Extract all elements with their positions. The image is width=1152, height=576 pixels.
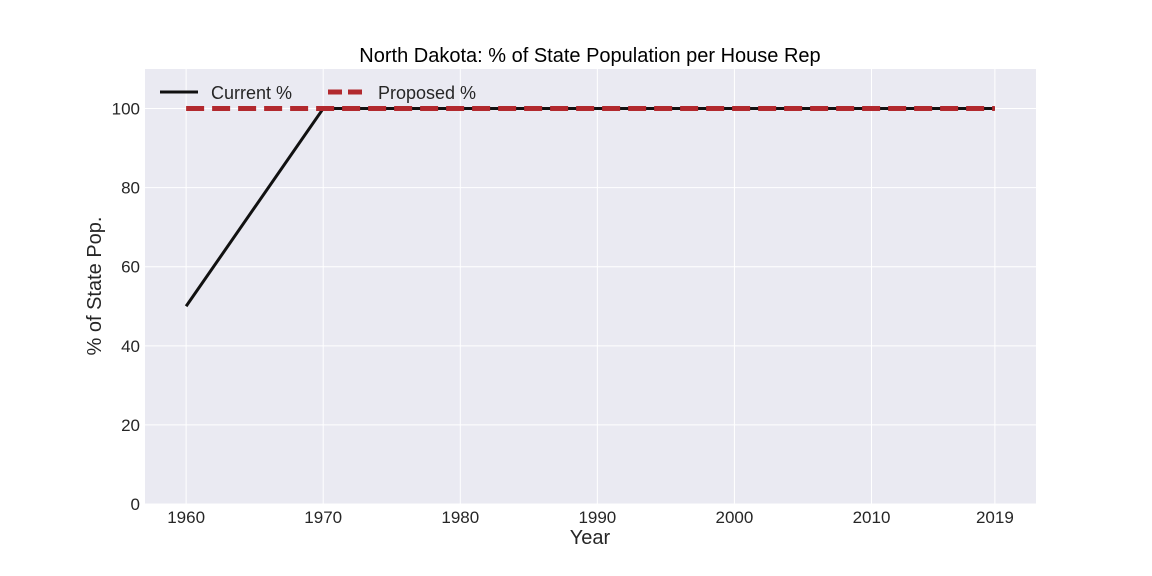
plot-area [145, 69, 1036, 504]
legend-label-proposed: Proposed % [378, 83, 476, 103]
y-tick-label: 60 [121, 258, 140, 277]
x-tick-label: 1960 [167, 508, 205, 527]
chart-title: North Dakota: % of State Population per … [359, 45, 820, 67]
y-tick-label: 80 [121, 179, 140, 198]
x-tick-label: 2000 [716, 508, 754, 527]
x-tick-label: 1970 [304, 508, 342, 527]
x-axis-label: Year [570, 527, 611, 549]
y-tick-label: 0 [131, 495, 140, 514]
y-tick-label: 100 [112, 100, 140, 119]
y-tick-label: 20 [121, 416, 140, 435]
legend-label-current: Current % [211, 83, 292, 103]
x-tick-label: 1990 [578, 508, 616, 527]
series-lines [184, 106, 995, 308]
x-axis-ticks: 1960 1970 1980 1990 2000 2010 2019 [167, 508, 1014, 527]
y-axis-label: % of State Pop. [84, 217, 106, 356]
x-tick-label: 1980 [441, 508, 479, 527]
y-tick-label: 40 [121, 337, 140, 356]
x-tick-label: 2010 [853, 508, 891, 527]
x-tick-label: 2019 [976, 508, 1014, 527]
y-axis-ticks: 0 20 40 60 80 100 [112, 100, 140, 514]
legend: Current % Proposed % [160, 83, 476, 103]
